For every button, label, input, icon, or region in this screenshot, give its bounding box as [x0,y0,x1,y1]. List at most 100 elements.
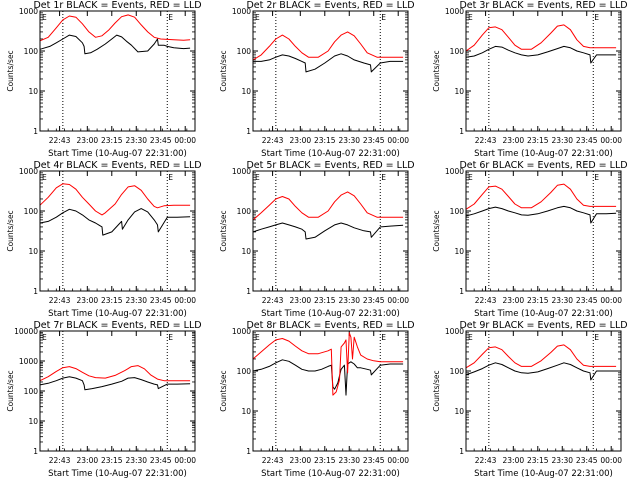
panel-5-mark-label: E [381,173,386,182]
panel-8-ytick-label: 1 [246,447,251,456]
panel-4-xtick-label: 23:00 [77,296,99,305]
panel-4-xlabel: Start Time (10-Aug-07 22:31:00) [48,309,187,319]
panel-3-xtick-label: 22:43 [475,136,497,145]
panel-8-title: Det 8r BLACK = Events, RED = LLD [246,320,414,331]
panel-7-ytick-label: 1000 [19,357,38,366]
panel-1-xtick-label: 23:45 [150,136,172,145]
panel-9-xlabel: Start Time (10-Aug-07 22:31:00) [474,469,613,479]
panel-3-mark-label: E [594,13,599,22]
panel-5-xtick-label: 23:15 [314,296,336,305]
panel-4-frame [39,170,196,292]
panel-7-mark-label: E [168,333,173,342]
panel-6-frame [465,170,622,292]
panel-8-ytick-label: 100 [237,367,252,376]
panel-3-title: Det 3r BLACK = Events, RED = LLD [459,0,627,11]
panel-9-xtick-label: 23:45 [576,456,598,465]
detector-panel-1: Det 1r BLACK = Events, RED = LLD Start Ti… [6,0,202,159]
panel-3-events-line [465,45,617,64]
detector-panel-2: Det 2r BLACK = Events, RED = LLD Start Ti… [219,0,415,159]
panel-8-xtick-label: 22:43 [262,456,284,465]
panel-1-xtick-label: 23:00 [77,136,99,145]
panel-3-ylabel: Counts/sec [432,50,441,91]
panel-4-xtick-label: 23:30 [125,296,147,305]
panel-4-events-line [39,208,191,236]
panel-2-ytick-label: 100 [237,47,252,56]
panel-1-ylabel: Counts/sec [6,50,15,91]
panel-6-ytick-label: 10 [454,247,464,256]
panel-7-ytick-label: 100 [24,387,39,396]
panel-4-mark-label: E [168,173,173,182]
panel-1-xtick-label: 23:30 [125,136,147,145]
panel-5-ytick-label: 1000 [232,167,251,176]
panel-9-mark-label: E [594,333,599,342]
panel-8-ytick-label: 1000 [232,327,251,336]
panel-6-mark-label-left: E [468,173,473,182]
panel-8-ytick-label: 10 [241,407,251,416]
panel-2-ytick-label: 1 [246,127,251,136]
panel-4-lld-line [39,183,191,216]
panel-2-mark-label: E [381,13,386,22]
panel-1-events-line [39,34,191,55]
panel-9-ytick-label: 1000 [445,327,464,336]
panel-7-ytick-label: 10 [28,417,38,426]
panel-2-xlabel: Start Time (10-Aug-07 22:31:00) [261,149,400,159]
panel-2-xtick-label: 00:00 [387,136,409,145]
panel-1-ytick-label: 10 [28,87,38,96]
panel-6-xtick-label: 23:30 [551,296,573,305]
panel-7-xtick-label: 00:00 [174,456,196,465]
detector-panel-6: Det 6r BLACK = Events, RED = LLD Start Ti… [432,160,628,319]
panel-3-ytick-label: 1 [459,127,464,136]
panel-1-xtick-label: 23:15 [101,136,123,145]
panel-2-xtick-label: 23:45 [363,136,385,145]
detector-panel-8: Det 8r BLACK = Events, RED = LLD Start Ti… [219,320,415,479]
panel-2-xtick-label: 22:43 [262,136,284,145]
panel-1-xtick-label: 00:00 [174,136,196,145]
panel-5-ylabel: Counts/sec [219,210,228,251]
panel-2-xtick-label: 23:30 [338,136,360,145]
panel-7-lld-line [39,365,191,382]
panel-9-ylabel: Counts/sec [432,370,441,411]
panel-4-xtick-label: 23:15 [101,296,123,305]
panel-6-xtick-label: 23:15 [527,296,549,305]
panel-9-xtick-label: 23:15 [527,456,549,465]
panel-5-xtick-label: 23:00 [290,296,312,305]
panel-5-lld-line [252,191,404,221]
panel-6-events-line [465,205,617,224]
panel-8-xlabel: Start Time (10-Aug-07 22:31:00) [261,469,400,479]
panel-6-ytick-label: 1000 [445,167,464,176]
panel-1-title: Det 1r BLACK = Events, RED = LLD [33,0,201,11]
panel-9-xtick-label: 22:43 [475,456,497,465]
panel-5-frame [252,170,409,292]
panel-5-xtick-label: 22:43 [262,296,284,305]
panel-5-xtick-label: 00:00 [387,296,409,305]
detector-panel-3: Det 3r BLACK = Events, RED = LLD Start Ti… [432,0,628,159]
panel-9-ytick-label: 10 [454,407,464,416]
panel-8-xtick-label: 23:45 [363,456,385,465]
detector-panel-5: Det 5r BLACK = Events, RED = LLD Start Ti… [219,160,415,319]
panel-8-xtick-label: 23:15 [314,456,336,465]
panel-6-ytick-label: 100 [450,207,465,216]
detector-panel-9: Det 9r BLACK = Events, RED = LLD Start Ti… [432,320,628,479]
panel-4-title: Det 4r BLACK = Events, RED = LLD [33,160,201,171]
panel-8-ylabel: Counts/sec [219,370,228,411]
panel-8-lld-line [252,332,404,396]
panel-8-xtick-label: 23:30 [338,456,360,465]
panel-2-ylabel: Counts/sec [219,50,228,91]
panel-3-xtick-label: 23:15 [527,136,549,145]
panel-2-title: Det 2r BLACK = Events, RED = LLD [246,0,414,11]
panel-6-xtick-label: 00:00 [600,296,622,305]
panel-6-xlabel: Start Time (10-Aug-07 22:31:00) [474,309,613,319]
panel-1-ytick-label: 100 [24,47,39,56]
panel-3-mark-label-left: E [468,13,473,22]
panel-5-events-line [252,222,404,240]
panel-3-xtick-label: 00:00 [600,136,622,145]
panel-9-mark-label-left: E [468,333,473,342]
panel-1-mark-label-left: E [42,13,47,22]
panel-4-ytick-label: 100 [24,207,39,216]
panel-1-ytick-label: 1000 [19,7,38,16]
panel-4-ytick-label: 1 [33,287,38,296]
panel-1-lld-line [39,14,191,42]
panel-3-lld-line [465,24,617,52]
